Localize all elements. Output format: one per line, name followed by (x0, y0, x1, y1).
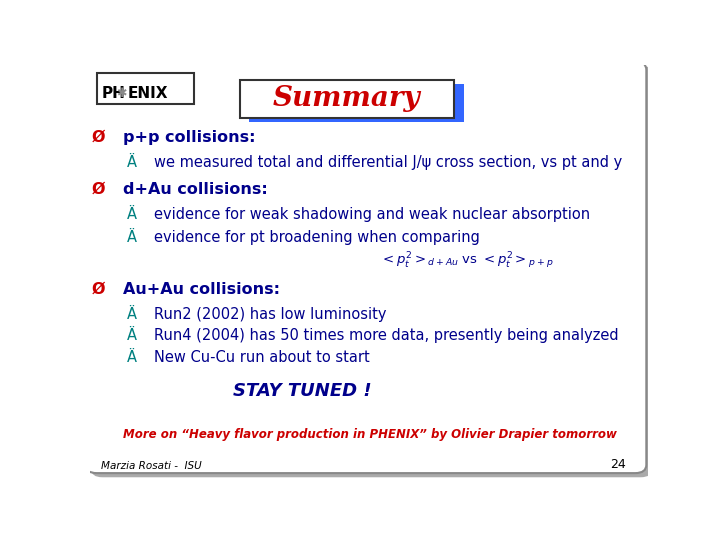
FancyBboxPatch shape (91, 66, 652, 477)
Text: STAY TUNED !: STAY TUNED ! (233, 382, 372, 400)
Text: Ä: Ä (127, 328, 137, 343)
Text: Summary: Summary (273, 85, 420, 112)
Text: PH: PH (101, 86, 125, 102)
Text: Run4 (2004) has 50 times more data, presently being analyzed: Run4 (2004) has 50 times more data, pres… (154, 328, 618, 343)
FancyBboxPatch shape (86, 62, 647, 473)
Text: evidence for pt broadening when comparing: evidence for pt broadening when comparin… (154, 230, 480, 245)
Text: ENIX: ENIX (128, 86, 168, 102)
Text: Run2 (2002) has low luminosity: Run2 (2002) has low luminosity (154, 307, 387, 322)
Text: Ä: Ä (127, 207, 137, 222)
Text: 24: 24 (610, 458, 626, 471)
Text: d+Au collisions:: d+Au collisions: (124, 182, 269, 197)
Text: we measured total and differential J/ψ cross section, vs pt and y: we measured total and differential J/ψ c… (154, 155, 622, 170)
Text: Ä: Ä (127, 350, 137, 365)
Text: Ø: Ø (91, 182, 105, 197)
Text: Ä: Ä (127, 155, 137, 170)
Text: More on “Heavy flavor production in PHENIX” by Olivier Drapier tomorrow: More on “Heavy flavor production in PHEN… (124, 428, 617, 441)
Text: p+p collisions:: p+p collisions: (124, 130, 256, 145)
Bar (249, 84, 464, 122)
Text: Ø: Ø (91, 130, 105, 145)
Text: Au+Au collisions:: Au+Au collisions: (124, 282, 281, 297)
Text: evidence for weak shadowing and weak nuclear absorption: evidence for weak shadowing and weak nuc… (154, 207, 590, 222)
Bar (96, 73, 194, 104)
Bar (240, 80, 454, 118)
Text: New Cu-Cu run about to start: New Cu-Cu run about to start (154, 350, 370, 365)
Text: ✱: ✱ (116, 87, 127, 100)
Text: Ä: Ä (127, 230, 137, 245)
Text: $<p_t^{2}>_{d+Au}$ vs $<p_t^{2}>_{p+p}$: $<p_t^{2}>_{d+Au}$ vs $<p_t^{2}>_{p+p}$ (380, 251, 554, 272)
Text: Marzia Rosati -  ISU: Marzia Rosati - ISU (101, 462, 202, 471)
Text: Ø: Ø (91, 282, 105, 297)
Text: Ä: Ä (127, 307, 137, 322)
